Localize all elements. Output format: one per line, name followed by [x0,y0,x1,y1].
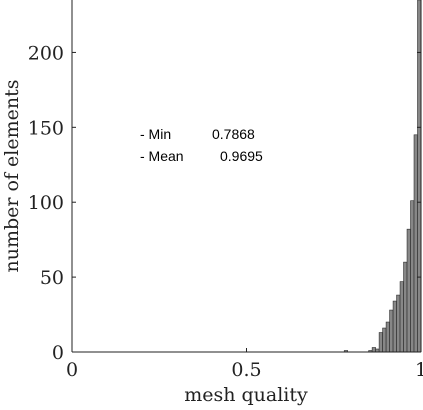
y-tick-label-2: 100 [28,192,64,214]
axes [71,0,422,353]
mean-label: - Mean [140,148,184,164]
histogram-bar-8 [392,300,397,353]
y-axis-label: number of elements [1,80,23,273]
histogram-bar-7 [389,309,394,353]
histogram-bar-2 [371,347,376,353]
x-tick-label-1: 0.5 [231,359,261,381]
tick-marks [71,51,422,353]
histogram-bar-9 [396,294,401,353]
mean-value: 0.9695 [220,148,263,164]
min-label: - Min [140,126,171,142]
histogram-bar-13 [410,200,415,353]
x-tick-label-2: 1 [415,359,423,381]
histogram-bar-10 [399,281,404,353]
y-tick-label-3: 150 [28,117,64,139]
histogram-bar-5 [382,327,387,353]
y-tick-label-0: 0 [52,342,64,364]
y-tick-label-1: 50 [40,267,64,289]
histogram-bar-14 [413,134,418,353]
x-axis-label: mesh quality [184,384,308,406]
tick-labels: 0 0.5 1 0 50 100 150 200 [28,42,423,381]
x-tick-label-0: 0 [66,359,78,381]
y-tick-label-4: 200 [28,42,64,64]
stats-annotation: - Min 0.7868 - Mean 0.9695 [140,126,263,164]
histogram-bar-4 [378,332,383,353]
histogram-bar-12 [406,228,411,353]
histogram-bars [343,0,422,353]
histogram-bar-11 [403,261,408,353]
min-value: 0.7868 [212,126,255,142]
histogram-bar-6 [385,321,390,353]
